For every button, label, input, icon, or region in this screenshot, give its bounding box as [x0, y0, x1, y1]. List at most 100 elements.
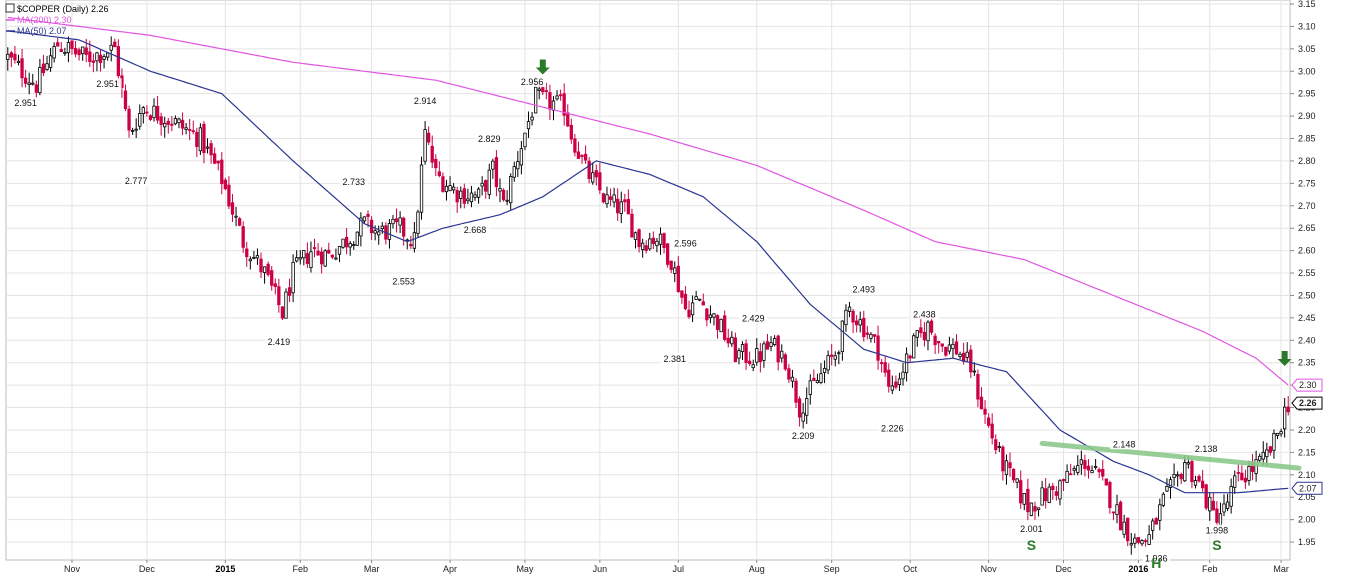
candle-body: [1200, 480, 1205, 489]
candle-body: [530, 116, 534, 121]
candle-body: [1093, 466, 1098, 468]
candles-layer: [6, 36, 1290, 555]
y-tick-label: 2.20: [1298, 425, 1316, 435]
y-tick-label: 3.15: [1298, 0, 1316, 9]
candle-body: [698, 298, 702, 301]
candle-body: [908, 355, 912, 359]
x-tick-label: Aug: [749, 564, 765, 574]
candle-body: [302, 250, 306, 259]
candle: [220, 151, 224, 195]
candle-body: [655, 240, 659, 247]
annotation-label: 2.951: [14, 98, 37, 108]
candle: [569, 118, 573, 144]
price-annotation: 2.438: [910, 308, 939, 320]
candle: [926, 320, 930, 351]
candle: [1261, 441, 1265, 466]
candle-body: [441, 176, 445, 192]
candle: [63, 47, 67, 57]
candle: [1265, 442, 1269, 466]
candle-body: [583, 153, 588, 161]
candle: [152, 98, 156, 122]
candle: [683, 286, 688, 311]
candle: [1040, 480, 1044, 506]
candle-body: [573, 138, 577, 153]
candle: [77, 47, 81, 61]
candle-body: [1051, 485, 1055, 491]
candle-body: [509, 176, 513, 204]
candle: [31, 73, 35, 86]
candle: [815, 373, 820, 384]
candle-body: [676, 265, 680, 293]
candle: [769, 336, 773, 352]
candle-body: [180, 119, 185, 129]
candle-body: [755, 348, 759, 363]
candle: [637, 228, 641, 253]
candle-body: [1243, 477, 1248, 483]
candle: [648, 232, 652, 251]
candle: [1243, 469, 1248, 489]
candle-body: [680, 290, 684, 298]
candle: [783, 352, 787, 371]
price-annotation: 2.553: [389, 275, 418, 287]
candle-body: [673, 267, 677, 274]
candle-body: [223, 179, 227, 190]
candle-body: [997, 446, 1001, 448]
candle: [940, 343, 944, 353]
candle-body: [448, 185, 452, 192]
candle-body: [116, 46, 120, 77]
pattern-label: H: [1151, 555, 1161, 571]
candle-body: [837, 352, 841, 355]
annotation-label: 2.553: [392, 277, 415, 287]
x-tick-label: Feb: [1202, 564, 1218, 574]
candle: [937, 340, 941, 354]
candle: [551, 96, 556, 121]
candle-body: [758, 351, 762, 363]
price-annotation: 2.148: [1110, 438, 1139, 450]
candle: [1151, 518, 1155, 540]
candle: [1215, 501, 1219, 527]
annotation-bg: [660, 352, 689, 364]
annotation-bg: [411, 94, 440, 106]
candle-body: [1036, 507, 1041, 510]
candle: [548, 84, 552, 120]
candle: [526, 111, 531, 138]
candle: [851, 308, 855, 334]
candle-body: [740, 344, 745, 353]
candle-body: [1147, 534, 1151, 545]
candle-body: [52, 46, 56, 59]
candle: [744, 339, 748, 370]
candle-body: [234, 215, 238, 218]
y-axis: 1.952.002.052.102.152.202.252.302.352.40…: [1290, 0, 1316, 547]
candle: [95, 51, 99, 72]
candle: [1158, 498, 1162, 531]
candle: [177, 117, 181, 129]
candle: [723, 310, 727, 342]
annotation-bg: [122, 175, 151, 187]
candle-body: [84, 47, 88, 55]
candle-body: [958, 353, 962, 357]
candle-body: [480, 182, 484, 187]
candle: [377, 225, 381, 245]
candle-body: [719, 318, 723, 333]
candle: [163, 116, 167, 138]
candle-body: [833, 355, 837, 360]
candle-body: [1126, 517, 1130, 542]
candle: [840, 320, 845, 361]
candle: [441, 172, 445, 193]
candle-body: [63, 52, 67, 54]
candle: [801, 403, 805, 429]
candle: [566, 104, 570, 127]
candle: [27, 72, 31, 95]
candle: [641, 238, 645, 258]
candle-body: [330, 254, 334, 258]
candle-body: [947, 344, 952, 352]
candle-body: [273, 283, 277, 288]
candle-body: [1197, 476, 1201, 482]
candle-body: [77, 49, 81, 56]
candle: [337, 245, 342, 263]
ma50-line: [7, 30, 1289, 494]
candle: [1168, 476, 1173, 499]
candle-body: [1179, 474, 1183, 480]
candle: [259, 252, 263, 279]
value-tag-box: [1291, 378, 1323, 392]
